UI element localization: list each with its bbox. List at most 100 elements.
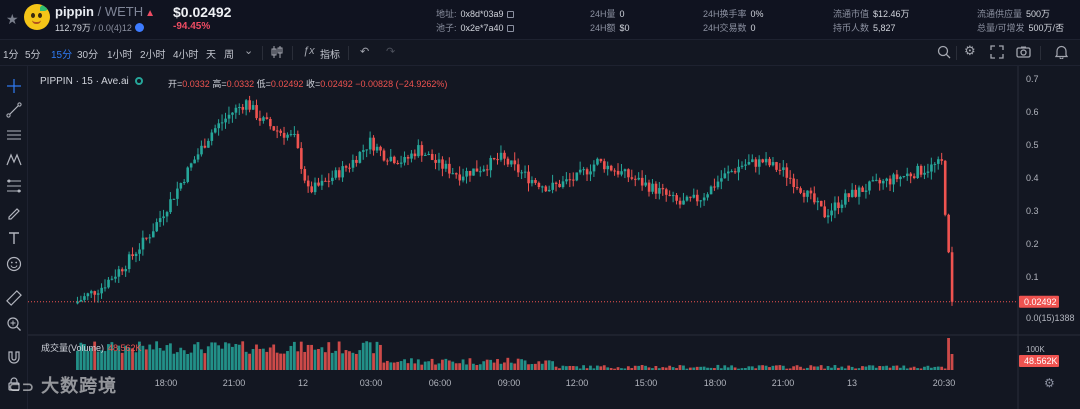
candle-down	[919, 165, 923, 175]
candle-down	[337, 170, 341, 178]
toolbar-divider	[956, 46, 957, 60]
volume-bar	[389, 362, 393, 370]
candle-up	[334, 170, 338, 178]
chart-legend: PIPPIN · 15 · Ave.ai	[40, 76, 151, 87]
candle-down	[121, 269, 124, 272]
timeframe-5m[interactable]: 5分	[25, 50, 41, 61]
candle-up	[220, 122, 224, 124]
timeframe-1h[interactable]: 1小时	[107, 50, 133, 61]
candle-down	[485, 169, 489, 171]
camera-icon[interactable]	[1016, 45, 1031, 62]
ruler-icon[interactable]	[6, 290, 22, 306]
emoji-icon[interactable]	[6, 256, 22, 272]
magnet-icon[interactable]	[6, 350, 22, 366]
zoom-in-icon[interactable]	[6, 316, 22, 332]
gear-icon[interactable]: ⚙	[964, 43, 976, 58]
volume-bar	[857, 368, 861, 370]
volume-bar	[354, 353, 358, 370]
watermark-symbol: ⊂⊃	[8, 379, 36, 396]
candle-up	[578, 169, 582, 173]
volume-bar	[902, 365, 906, 370]
candle-down	[406, 156, 410, 159]
horizontal-lines-icon[interactable]	[6, 127, 22, 143]
crosshair-icon[interactable]	[6, 78, 22, 94]
volume-bar	[640, 365, 644, 370]
candle-down	[909, 173, 913, 177]
candle-up	[331, 177, 334, 182]
fx-icon[interactable]: ƒx	[303, 45, 315, 57]
timeframe-2h[interactable]: 2小时	[140, 50, 166, 61]
fib-icon[interactable]	[6, 178, 22, 194]
candle-up	[103, 287, 107, 289]
volume-bar	[678, 365, 682, 370]
indicators-button[interactable]: 指标	[320, 50, 340, 61]
volume-bar	[447, 360, 451, 370]
chevron-down-icon[interactable]: ⌄	[244, 45, 254, 57]
fullscreen-icon[interactable]	[990, 45, 1004, 62]
volume-bar	[361, 342, 365, 370]
holders-stat: 持币人数 5,827	[833, 21, 896, 34]
timeframe-15m[interactable]: 15分	[51, 50, 73, 61]
chart-settings-icon[interactable]: ⚙	[1044, 376, 1055, 390]
candle-down	[668, 194, 672, 196]
candle-down	[272, 126, 276, 131]
candle-up	[151, 231, 155, 238]
text-icon[interactable]	[6, 230, 22, 246]
volume-bar	[888, 367, 892, 370]
volume-bar	[775, 365, 778, 370]
volume-bar	[196, 342, 200, 370]
volume-bar	[785, 368, 789, 370]
search-zoom-icon[interactable]	[937, 45, 951, 62]
candle-down	[675, 195, 678, 201]
star-icon[interactable]: ★	[6, 11, 19, 27]
candle-up	[207, 140, 210, 148]
volume-bar	[96, 351, 100, 370]
candle-down	[640, 177, 644, 186]
volume-bar	[692, 367, 696, 370]
volume-bar	[933, 366, 937, 370]
bell-icon[interactable]	[1054, 45, 1069, 62]
pair-name[interactable]: pippin / WETH ▲	[55, 4, 155, 19]
legend-symbol: PIPPIN · 15 · Ave.ai	[40, 76, 129, 87]
timeframe-30m[interactable]: 30分	[77, 50, 99, 61]
volume-bar	[382, 362, 386, 370]
redo-icon[interactable]: ↷	[386, 46, 396, 58]
timeframe-1m[interactable]: 1分	[3, 50, 19, 61]
copy-icon[interactable]	[506, 25, 514, 32]
candle-up	[744, 164, 747, 166]
candle-up	[565, 179, 568, 182]
copy-icon[interactable]	[506, 11, 514, 18]
delta-value: −0.00828 (−24.9262%)	[355, 79, 448, 89]
brush-icon[interactable]	[6, 204, 22, 220]
candle-down	[534, 180, 537, 183]
pattern-icon[interactable]	[6, 152, 22, 168]
volume-bar	[210, 342, 214, 370]
volume-bar	[441, 359, 444, 370]
candle-up	[399, 162, 403, 164]
volume-bar	[516, 358, 520, 370]
volume-bar	[757, 365, 761, 370]
candle-up	[472, 168, 475, 176]
trend-line-icon[interactable]	[6, 102, 22, 118]
candle-up	[682, 200, 685, 205]
volume-label: 成交量(Volume)	[41, 343, 105, 353]
candle-up	[148, 237, 152, 239]
candle-type-icon[interactable]	[270, 45, 284, 62]
timeframe-4h[interactable]: 4小时	[173, 50, 199, 61]
volume-bar	[258, 348, 262, 370]
turnover-label: 24H换手率	[703, 9, 747, 19]
candle-up	[726, 171, 730, 174]
candle-up	[582, 169, 585, 171]
volume-bar	[217, 345, 221, 370]
timeframe-day[interactable]: 天	[206, 50, 216, 61]
circ-mcap-label: 流通市值	[833, 9, 870, 19]
candle-up	[868, 181, 871, 191]
undo-icon[interactable]: ↶	[360, 46, 370, 58]
candle-up	[875, 179, 878, 181]
time-axis-label: 18:00	[155, 378, 178, 388]
timeframe-week[interactable]: 周	[224, 50, 234, 61]
price-axis-label: 0.0(15)1388	[1026, 313, 1075, 323]
candle-up	[806, 190, 809, 197]
lock-icon[interactable]	[6, 376, 22, 392]
